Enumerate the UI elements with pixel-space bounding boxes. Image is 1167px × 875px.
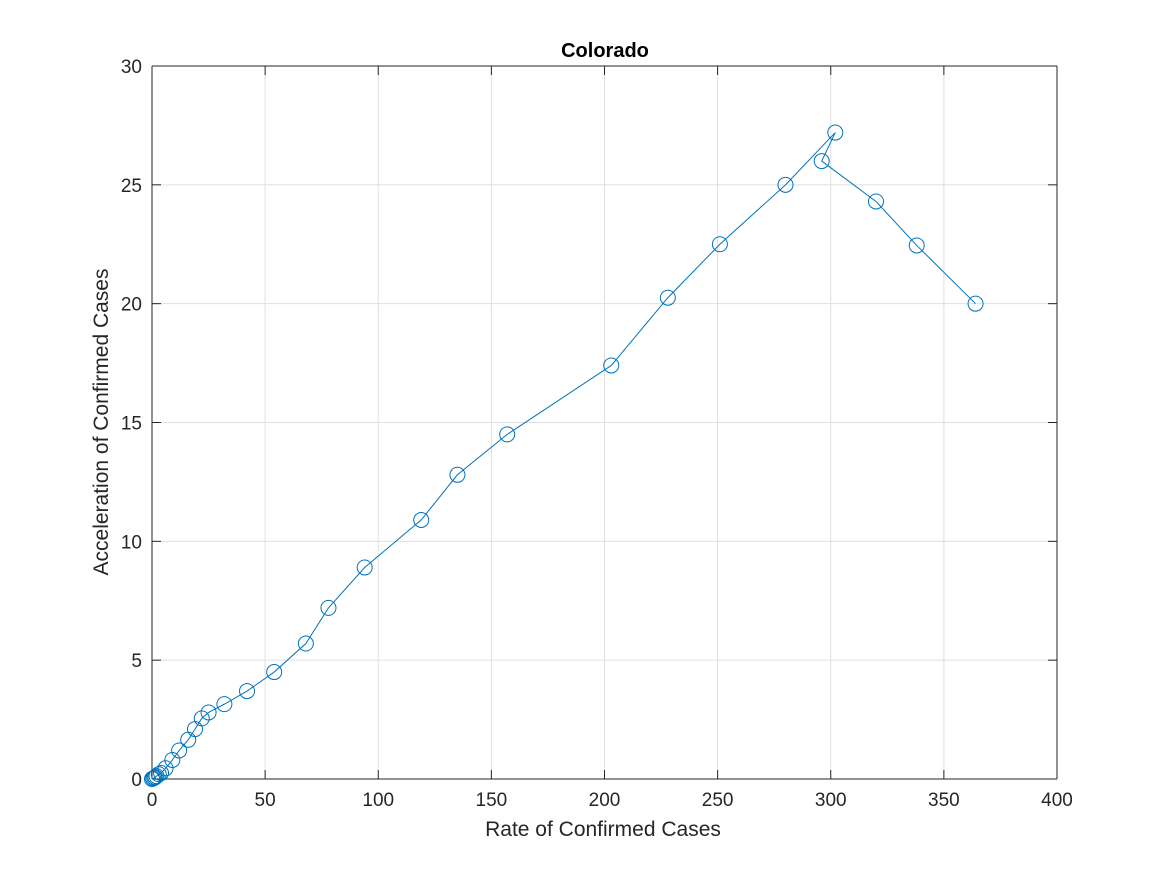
data-point bbox=[145, 770, 162, 787]
x-tick-label: 350 bbox=[928, 790, 960, 811]
data-point bbox=[150, 766, 167, 783]
x-tick-label: 400 bbox=[1041, 790, 1073, 811]
x-tick-label: 0 bbox=[147, 790, 158, 811]
data-point bbox=[967, 295, 984, 312]
data-point bbox=[171, 742, 188, 759]
y-tick-label: 0 bbox=[131, 770, 142, 791]
series-line bbox=[151, 132, 976, 780]
data-point bbox=[356, 559, 373, 576]
grid bbox=[151, 65, 1058, 780]
data-point bbox=[908, 237, 925, 254]
x-tick-label: 150 bbox=[476, 790, 508, 811]
data-point bbox=[239, 683, 256, 700]
data-point bbox=[827, 124, 844, 141]
x-tick-label: 100 bbox=[362, 790, 394, 811]
y-tick-label: 30 bbox=[121, 57, 142, 78]
y-tick-label: 15 bbox=[121, 414, 142, 435]
data-point bbox=[153, 765, 170, 782]
x-tick-label: 300 bbox=[815, 790, 847, 811]
data-point bbox=[320, 599, 337, 616]
y-tick-label: 10 bbox=[121, 532, 142, 553]
x-tick-label: 250 bbox=[702, 790, 734, 811]
x-tick-label: 50 bbox=[255, 790, 276, 811]
data-point bbox=[157, 760, 174, 777]
data-point bbox=[449, 466, 466, 483]
chart-title: Colorado bbox=[561, 40, 649, 62]
data-point bbox=[777, 176, 794, 193]
x-tick-label: 200 bbox=[589, 790, 621, 811]
series bbox=[144, 124, 984, 787]
data-point bbox=[266, 664, 283, 681]
tick-labels: 0 50 100 150 200 250 300 350 400 0 5 10 15 20 25 30 bbox=[121, 57, 1073, 811]
data-point bbox=[659, 289, 676, 306]
data-point bbox=[813, 153, 830, 170]
data-point bbox=[147, 769, 164, 786]
data-point bbox=[200, 704, 217, 721]
data-point bbox=[413, 511, 430, 528]
x-axis-title: Rate of Confirmed Cases bbox=[485, 818, 721, 841]
data-point bbox=[216, 696, 233, 713]
y-tick-label: 20 bbox=[121, 295, 142, 316]
y-axis-title: Acceleration of Confirmed Cases bbox=[90, 269, 113, 576]
y-tick-label: 25 bbox=[121, 176, 142, 197]
data-point bbox=[297, 635, 314, 652]
data-point bbox=[193, 710, 210, 727]
data-point bbox=[711, 236, 728, 253]
data-point bbox=[499, 426, 516, 443]
data-point bbox=[868, 193, 884, 210]
data-point bbox=[603, 357, 620, 374]
y-tick-label: 5 bbox=[131, 651, 142, 672]
